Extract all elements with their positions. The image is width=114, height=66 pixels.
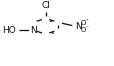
Text: N: N — [75, 22, 81, 31]
Text: Cl: Cl — [41, 1, 50, 10]
Text: ⁻: ⁻ — [85, 26, 88, 31]
Text: O: O — [80, 27, 86, 33]
Text: HO: HO — [2, 26, 16, 35]
Text: ⁺: ⁺ — [85, 19, 88, 24]
Text: O: O — [80, 20, 86, 26]
Text: N: N — [30, 26, 36, 35]
